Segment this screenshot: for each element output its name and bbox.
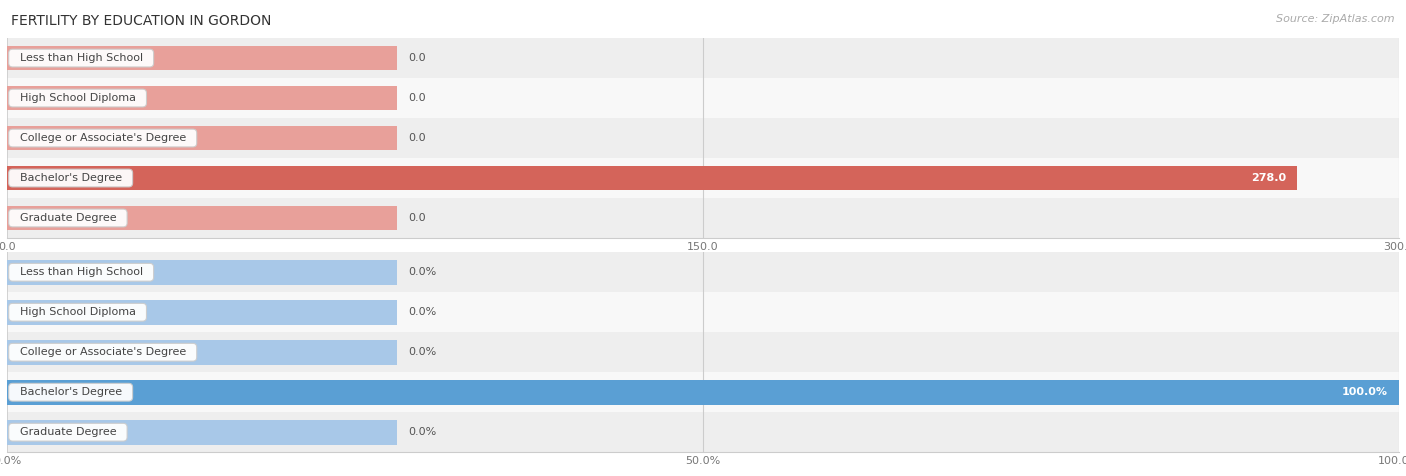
- Text: College or Associate's Degree: College or Associate's Degree: [13, 347, 193, 357]
- Text: 100.0%: 100.0%: [1341, 387, 1388, 397]
- Text: Graduate Degree: Graduate Degree: [13, 427, 124, 437]
- Bar: [7, 118, 1399, 158]
- Text: Less than High School: Less than High School: [13, 267, 149, 278]
- Bar: [7, 340, 396, 365]
- Text: 0.0: 0.0: [408, 53, 426, 63]
- Bar: [7, 420, 396, 445]
- Bar: [7, 292, 1399, 332]
- Text: 0.0%: 0.0%: [408, 267, 436, 278]
- Text: FERTILITY BY EDUCATION IN GORDON: FERTILITY BY EDUCATION IN GORDON: [11, 14, 271, 28]
- Text: 0.0: 0.0: [408, 93, 426, 103]
- Bar: [7, 206, 396, 230]
- Bar: [7, 126, 396, 150]
- Text: 278.0: 278.0: [1250, 173, 1285, 183]
- Text: College or Associate's Degree: College or Associate's Degree: [13, 133, 193, 143]
- Bar: [7, 412, 1399, 452]
- Bar: [7, 86, 396, 110]
- Text: 0.0: 0.0: [408, 213, 426, 223]
- Text: 0.0%: 0.0%: [408, 347, 436, 357]
- Text: 0.0%: 0.0%: [408, 427, 436, 437]
- Bar: [7, 300, 396, 325]
- Bar: [7, 252, 1399, 292]
- Text: Bachelor's Degree: Bachelor's Degree: [13, 387, 129, 397]
- Text: High School Diploma: High School Diploma: [13, 93, 142, 103]
- Bar: [7, 332, 1399, 372]
- Text: Less than High School: Less than High School: [13, 53, 149, 63]
- Bar: [7, 372, 1399, 412]
- Bar: [7, 46, 396, 70]
- Bar: [7, 260, 396, 285]
- Text: Source: ZipAtlas.com: Source: ZipAtlas.com: [1277, 14, 1395, 24]
- Bar: [7, 380, 1399, 405]
- Bar: [7, 38, 1399, 78]
- Text: Bachelor's Degree: Bachelor's Degree: [13, 173, 129, 183]
- Text: Graduate Degree: Graduate Degree: [13, 213, 124, 223]
- Text: 0.0%: 0.0%: [408, 307, 436, 317]
- Text: High School Diploma: High School Diploma: [13, 307, 142, 317]
- Bar: [7, 78, 1399, 118]
- Bar: [7, 166, 1296, 190]
- Bar: [7, 158, 1399, 198]
- Bar: [7, 198, 1399, 238]
- Text: 0.0: 0.0: [408, 133, 426, 143]
